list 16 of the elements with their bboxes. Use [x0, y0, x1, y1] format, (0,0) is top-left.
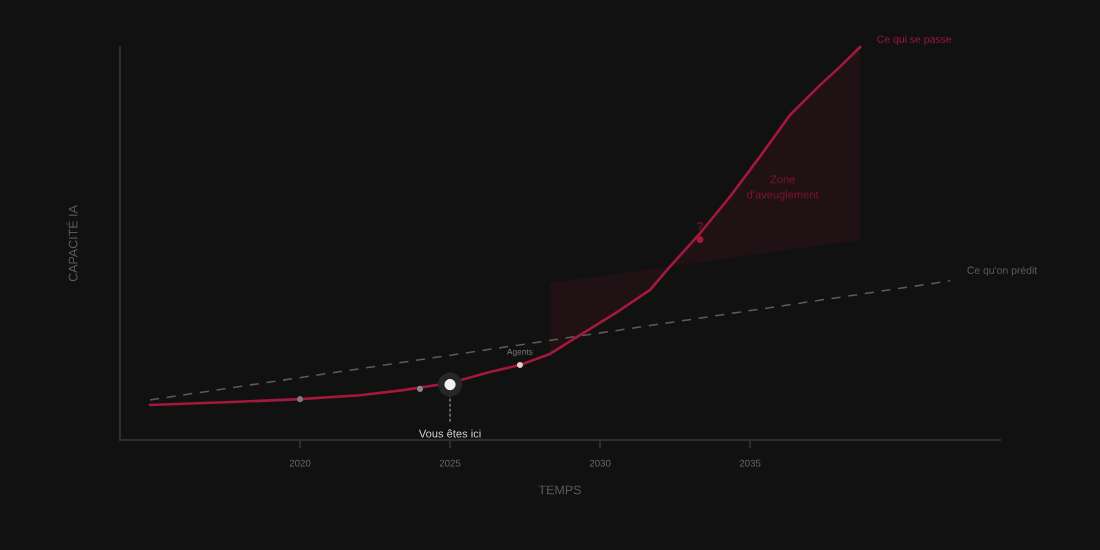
- point: [296, 396, 304, 403]
- x-tick-label: 2030: [589, 459, 611, 467]
- x-tick-label: 2035: [739, 459, 761, 467]
- point: [696, 236, 704, 244]
- annotation: Vous êtes ici: [418, 429, 481, 438]
- x-axis-title: TEMPS: [538, 485, 581, 495]
- annotation: Zone d'aveuglement: [747, 175, 819, 201]
- series-label: Ce qui se passe: [877, 35, 952, 45]
- annotation: Agents: [506, 348, 533, 357]
- annotation: ?: [697, 222, 703, 230]
- series-label: Ce qu'on prédit: [967, 266, 1038, 277]
- point: [516, 361, 523, 368]
- y-axis-title: CAPACITÉ IA: [66, 205, 78, 282]
- x-tick-label: 2020: [289, 459, 311, 467]
- x-tick-label: 2025: [439, 459, 461, 467]
- point: [416, 385, 424, 392]
